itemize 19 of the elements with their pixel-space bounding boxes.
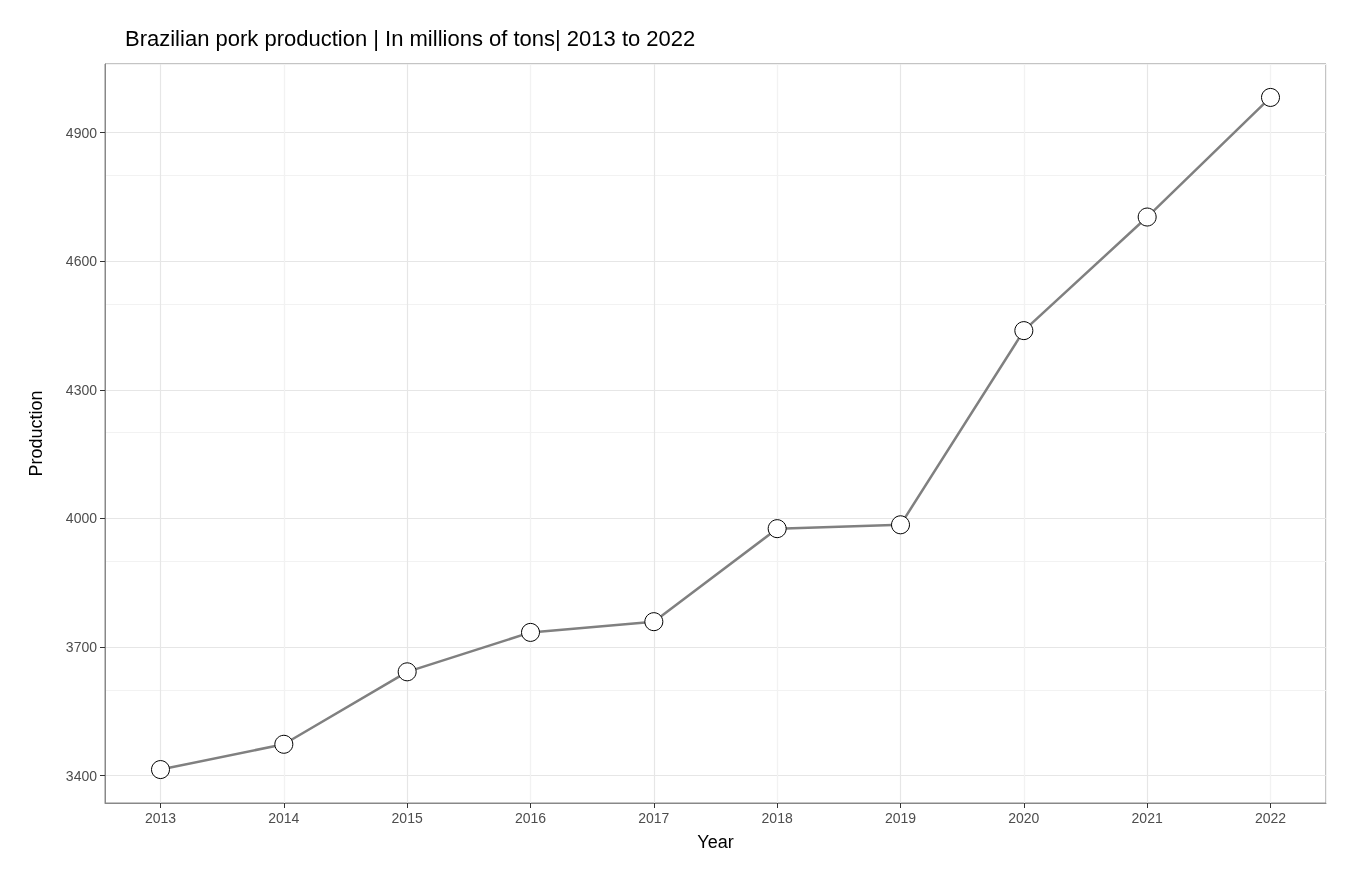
x-tick-label: 2021 xyxy=(1131,810,1163,826)
y-tick-label: 4300 xyxy=(65,381,98,398)
x-tick-label: 2022 xyxy=(1254,810,1287,826)
x-tick-label: 2020 xyxy=(1008,810,1040,826)
y-axis-title: Production xyxy=(26,390,46,477)
y-tick-label: 3700 xyxy=(65,638,98,655)
x-tick-label: 2017 xyxy=(638,810,670,826)
y-tick-label: 4000 xyxy=(65,510,98,527)
x-tick-label: 2014 xyxy=(268,810,300,826)
y-tick-label: 4600 xyxy=(65,253,98,270)
chart-title: Brazilian pork production | In millions of tons| 2013 to 2022 xyxy=(125,25,696,51)
y-tick-label: 3400 xyxy=(65,767,98,784)
x-tick-label: 2019 xyxy=(884,810,917,826)
x-tick-label: 2016 xyxy=(514,810,547,826)
y-tick-label: 4900 xyxy=(65,124,98,141)
x-tick-label: 2013 xyxy=(144,810,177,826)
x-tick-label: 2015 xyxy=(391,810,423,826)
x-axis-title: Year xyxy=(697,832,734,852)
x-tick-label: 2018 xyxy=(761,810,793,826)
